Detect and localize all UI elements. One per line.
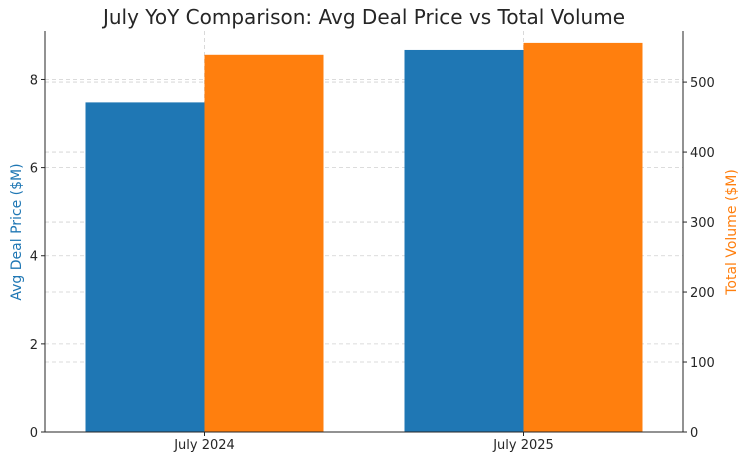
- y-tick-label-right: 200: [690, 286, 715, 301]
- y-tick-label-left: 4: [30, 250, 38, 265]
- y-tick-label-right: 400: [690, 146, 715, 161]
- y-tick-label-right: 0: [690, 426, 698, 441]
- y-tick-label-left: 0: [30, 426, 38, 441]
- x-axis-ticks: July 2024 July 2025: [173, 432, 554, 453]
- bar-total-volume: [523, 42, 643, 432]
- left-axis-ticks: 0 2 4 6 8: [30, 73, 45, 441]
- axes: [44, 31, 684, 433]
- bar-avg-deal-price: [85, 102, 205, 432]
- chart-title: July YoY Comparison: Avg Deal Price vs T…: [101, 5, 625, 29]
- right-axis-ticks: 0 100 200 300 400 500: [683, 76, 715, 441]
- bars: [85, 42, 643, 432]
- bar-total-volume: [204, 54, 324, 432]
- y-tick-label-right: 300: [690, 216, 715, 231]
- y-tick-label-left: 8: [30, 73, 38, 88]
- x-tick-label: July 2025: [492, 438, 554, 453]
- y-tick-label-right: 100: [690, 356, 715, 371]
- y-axis-label-right: Total Volume ($M): [724, 169, 740, 296]
- y-tick-label-left: 2: [30, 338, 38, 353]
- x-tick-label: July 2024: [173, 438, 235, 453]
- y-axis-label-left: Avg Deal Price ($M): [9, 163, 25, 300]
- y-tick-label-right: 500: [690, 76, 715, 91]
- y-tick-label-left: 6: [30, 162, 38, 177]
- bar-avg-deal-price: [404, 49, 524, 432]
